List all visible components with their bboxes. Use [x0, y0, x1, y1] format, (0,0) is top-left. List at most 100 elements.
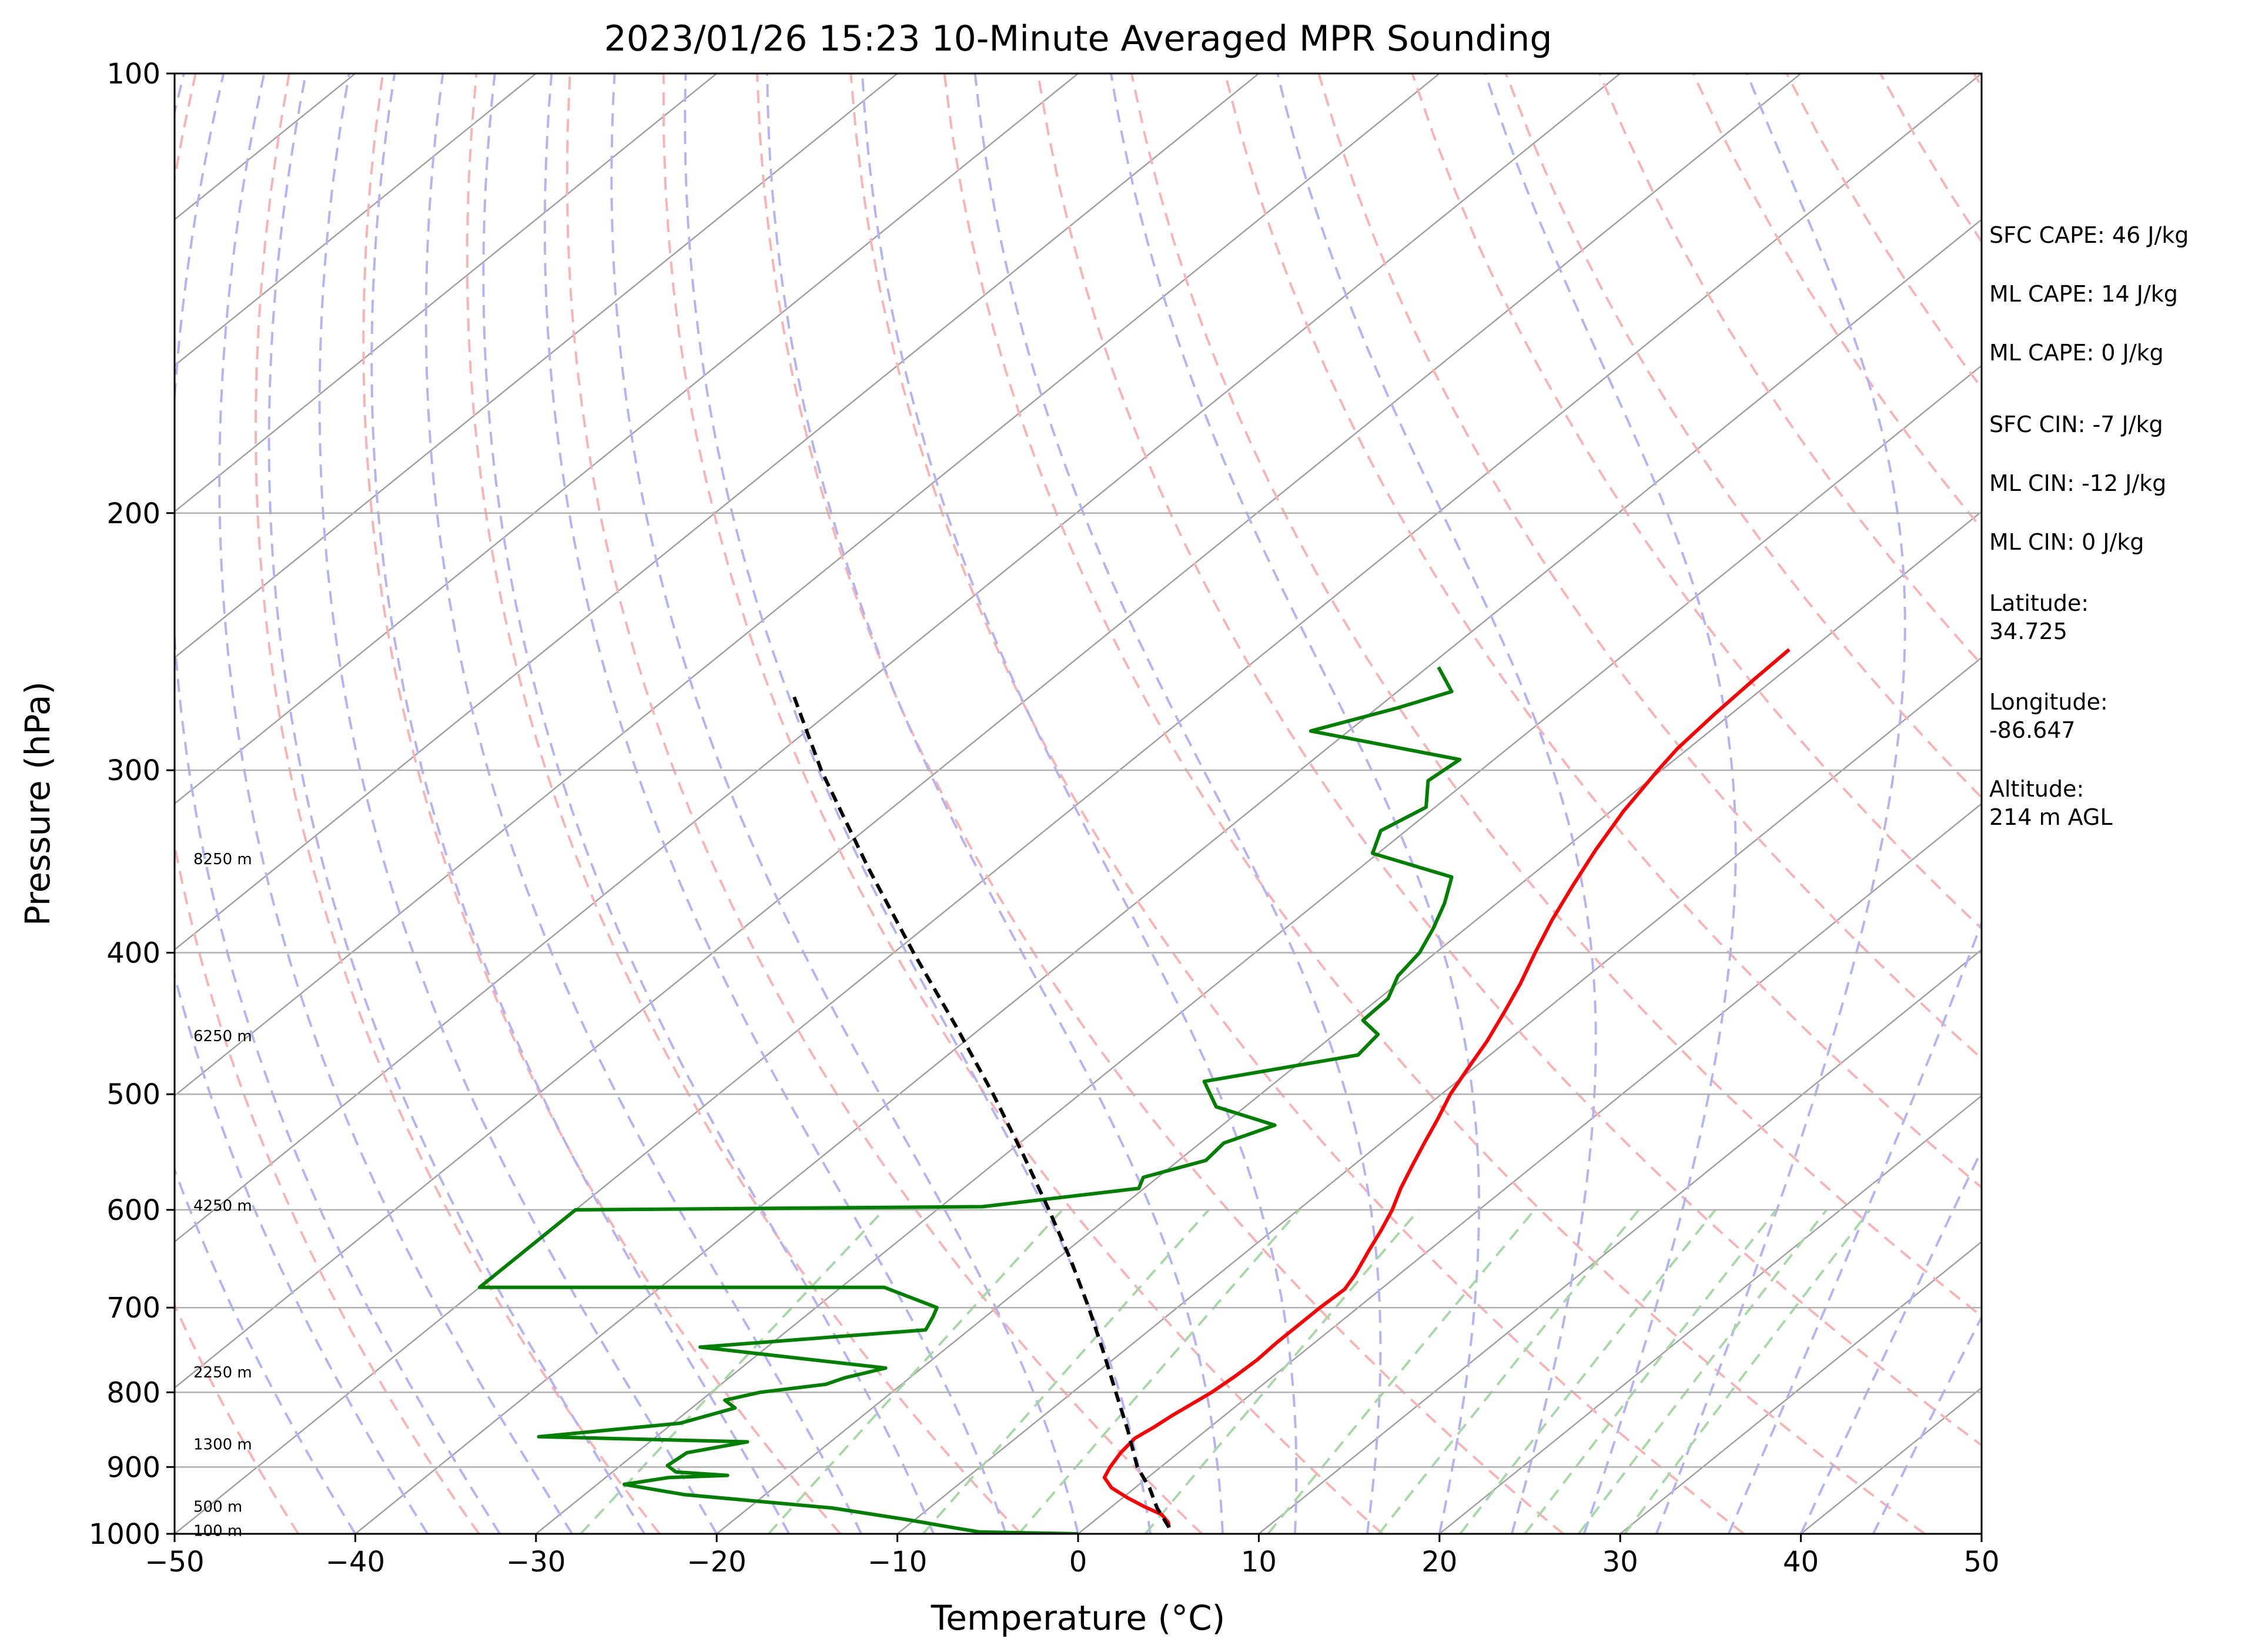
moist-adiabat-line [861, 73, 1298, 1534]
x-tick-label: −30 [506, 1546, 565, 1579]
isotherm-line [1619, 1240, 1982, 1534]
pressure-gridlines [175, 73, 1982, 1534]
y-tick-label: 700 [106, 1292, 160, 1325]
moist-adiabat-line [1727, 919, 1982, 1534]
moist-adiabat-line [684, 73, 1152, 1534]
annotation-text: Latitude: 34.725 [1989, 590, 2089, 644]
isotherm-line [175, 73, 717, 513]
annotation-text: ML CAPE: 0 J/kg [1989, 340, 2164, 366]
isotherm-line [175, 73, 898, 659]
moist-adiabat-line [424, 73, 862, 1534]
height-label: 8250 m [193, 851, 252, 868]
x-tick-label: −50 [145, 1546, 204, 1579]
moist-adiabat-line [1110, 73, 1480, 1534]
parcel-line [790, 691, 1171, 1529]
moist-adiabat-line [1484, 73, 1737, 1534]
chart-title: 2023/01/26 15:23 10-Minute Averaged MPR … [604, 18, 1552, 59]
height-label: 6250 m [193, 1028, 252, 1045]
height-label: 1300 m [193, 1436, 252, 1453]
isotherm-line [175, 73, 1260, 951]
x-tick-label: 40 [1783, 1546, 1819, 1579]
height-label: 100 m [193, 1523, 242, 1540]
y-tick-label: 300 [106, 754, 160, 787]
x-tick-label: −10 [868, 1546, 927, 1579]
x-tick-label: −20 [687, 1546, 747, 1579]
y-tick-label: 400 [106, 937, 160, 970]
dry-adiabat-line [255, 73, 661, 1534]
x-tick-label: 10 [1241, 1546, 1277, 1579]
x-axis-label: Temperature (°C) [931, 1598, 1226, 1638]
dry-adiabat-line [1036, 73, 1982, 1447]
moist-adiabat-line [1655, 73, 1906, 1534]
moist-adiabat-line [973, 73, 1382, 1534]
y-axis-label: Pressure (hPa) [18, 681, 58, 926]
moist-adiabat-line [175, 73, 501, 1534]
moist-adiabat-line [1799, 1147, 1982, 1534]
moist-adiabat-line [318, 73, 718, 1534]
moist-adiabat-line [766, 73, 1224, 1534]
annotation-text: SFC CIN: -7 J/kg [1989, 412, 2163, 437]
dry-adiabat-line [175, 73, 480, 1534]
mixing-ratio-line [1018, 1209, 1300, 1534]
dry-adiabat-line [1130, 73, 1982, 1318]
y-tick-label: 600 [106, 1194, 160, 1227]
annotation-text: Altitude: 214 m AGL [1989, 776, 2113, 830]
isotherm-line [175, 73, 1621, 1243]
reference-lines [175, 73, 1982, 1534]
x-tick-label: 30 [1602, 1546, 1638, 1579]
dry-adiabat-line [662, 73, 1384, 1534]
x-tick-label: 50 [1963, 1546, 1999, 1579]
isotherm-line [175, 73, 1440, 1097]
isotherm-line [175, 73, 1982, 1534]
y-tick-label: 800 [106, 1376, 160, 1409]
x-axis-ticks: −50 −40 −30 −20 −10 0 10 20 30 40 50 [145, 1534, 2000, 1579]
moist-adiabat-line [610, 73, 1079, 1534]
isotherm-line [175, 73, 537, 367]
data-series [477, 648, 1791, 1534]
mixing-ratio-line [922, 1209, 1210, 1534]
moist-adiabat-line [267, 73, 645, 1534]
temperature-line [1102, 648, 1791, 1528]
sounding-annotations: SFC CAPE: 46 J/kg ML CAPE: 14 J/kg ML CAPE… [1989, 222, 2189, 830]
y-tick-label: 900 [106, 1451, 160, 1484]
height-label: 2250 m [193, 1364, 252, 1382]
dry-adiabat-line [1504, 73, 1982, 800]
x-tick-label: 20 [1421, 1546, 1457, 1579]
isotherm-line [1258, 948, 1982, 1534]
y-tick-label: 500 [106, 1078, 160, 1111]
x-tick-label: −40 [326, 1546, 385, 1579]
dry-adiabat-line [1598, 73, 1982, 666]
y-tick-label: 1000 [89, 1518, 160, 1551]
isotherm-line [896, 656, 1982, 1534]
height-labels: 100 m 500 m 1300 m 2250 m 4250 m 6250 m 8250 m [193, 851, 252, 1540]
annotation-text: SFC CAPE: 46 J/kg [1989, 222, 2189, 248]
isotherm-line [354, 218, 1982, 1534]
annotation-text: Longitude: -86.647 [1989, 689, 2108, 743]
y-tick-label: 100 [106, 58, 160, 91]
dewpoint-line [477, 666, 1462, 1534]
annotation-text: ML CIN: 0 J/kg [1989, 529, 2144, 555]
isotherm-line [175, 73, 1802, 1389]
moist-adiabat-line [543, 73, 1007, 1534]
isotherm-line [716, 510, 1982, 1534]
y-axis-ticks: 100 200 300 400 500 600 700 800 900 1000 [89, 58, 175, 1551]
dry-adiabat-line [849, 73, 1745, 1534]
moist-adiabat-line [175, 73, 429, 1534]
dry-adiabat-line [1224, 73, 1982, 1189]
dry-adiabat-line [943, 73, 1926, 1534]
isotherm-line [175, 73, 1079, 805]
dry-adiabat-line [466, 73, 1022, 1534]
isotherm-line [1439, 1095, 1982, 1534]
y-tick-label: 200 [106, 497, 160, 530]
annotation-text: ML CIN: -12 J/kg [1989, 470, 2166, 496]
x-tick-label: 0 [1069, 1546, 1087, 1579]
height-label: 4250 m [193, 1198, 252, 1215]
moist-adiabat-line [218, 73, 573, 1534]
height-label: 500 m [193, 1499, 242, 1516]
moist-adiabat-line [370, 73, 790, 1534]
isotherm-line [536, 364, 1982, 1534]
moist-adiabat-line [1872, 1315, 1982, 1534]
moist-adiabat-line [482, 73, 935, 1534]
dry-adiabat-line [362, 73, 842, 1534]
